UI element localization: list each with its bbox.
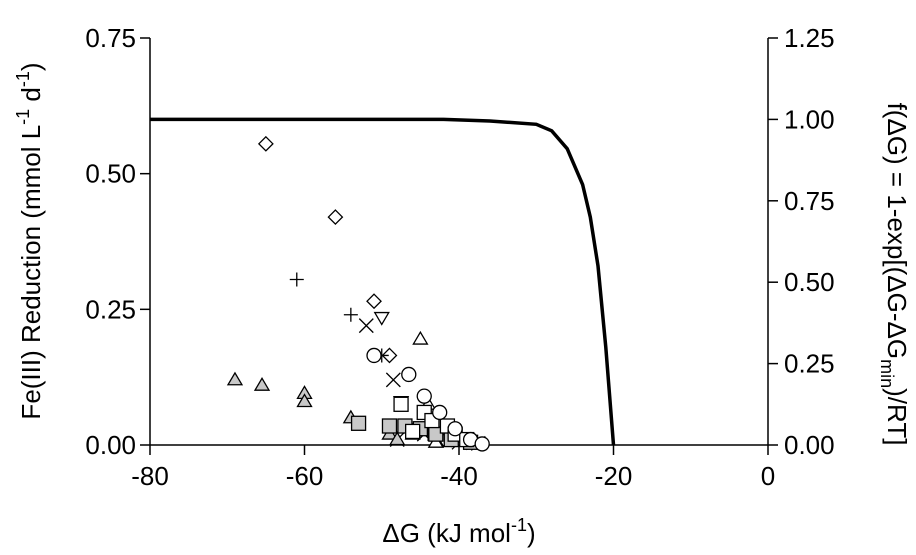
data-point-circle-open bbox=[366, 347, 382, 364]
data-point-x bbox=[358, 318, 374, 334]
data-point-triangle-up-filled bbox=[226, 371, 244, 386]
y-right-tick-label: 0.50 bbox=[784, 267, 835, 297]
y-right-tick-label: 0.00 bbox=[784, 430, 835, 460]
data-point-circle-open bbox=[432, 404, 448, 421]
data-point-triangle-down-open bbox=[373, 311, 390, 326]
x-tick-label: 0 bbox=[761, 461, 775, 491]
y-right-tick-label: 0.75 bbox=[784, 186, 835, 216]
data-point-square-filled bbox=[350, 415, 367, 431]
f-delta-g-curve bbox=[150, 117, 616, 446]
y-right-tick-label: 1.00 bbox=[784, 104, 835, 134]
y-right-axis-title: f(ΔG) = 1-exp[(ΔG-ΔGmin)/RT] bbox=[877, 103, 912, 446]
ticks: -80 -60 -40 -20 0 0.00 0.25 0.50 0.75 0.00 0.25 0.5… bbox=[85, 23, 834, 491]
x-tick-label: -80 bbox=[131, 461, 169, 491]
data-point-diamond-open bbox=[327, 209, 344, 225]
data-point-triangle-up-filled bbox=[389, 431, 406, 446]
data-point-circle-open bbox=[416, 388, 432, 404]
y-right-tick-label: 1.25 bbox=[784, 23, 835, 53]
data-point-diamond-open bbox=[257, 135, 274, 152]
data-point-x bbox=[385, 372, 401, 388]
data-point-plus bbox=[343, 307, 358, 322]
x-axis-title: ΔG (kJ mol-1) bbox=[382, 515, 535, 548]
y-left-tick-label: 0.00 bbox=[85, 430, 136, 460]
data-point-circle-open bbox=[401, 366, 417, 383]
data-point-square-open bbox=[393, 396, 409, 412]
x-tick-label: -20 bbox=[595, 461, 633, 491]
y-left-tick-label: 0.75 bbox=[85, 23, 136, 53]
data-point-circle-open bbox=[447, 421, 463, 437]
y-left-tick-label: 0.25 bbox=[85, 294, 136, 324]
data-point-circle-open bbox=[474, 436, 490, 452]
x-tick-label: -60 bbox=[286, 461, 324, 491]
data-point-diamond-open bbox=[381, 347, 398, 364]
data-point-square-filled bbox=[381, 418, 398, 434]
axes bbox=[149, 38, 769, 446]
data-point-square-open bbox=[404, 423, 421, 440]
data-point-plus bbox=[289, 272, 304, 287]
y-left-tick-label: 0.50 bbox=[85, 159, 136, 189]
points-layer bbox=[226, 135, 490, 452]
y-right-tick-label: 0.25 bbox=[784, 349, 835, 379]
data-point-triangle-up-filled bbox=[296, 393, 313, 408]
data-point-triangle-up-open bbox=[412, 330, 429, 345]
data-point-triangle-up-filled bbox=[253, 377, 271, 391]
y-left-axis-title: Fe(III) Reduction (mmol L-1 d-1) bbox=[13, 62, 46, 419]
x-tick-label: -40 bbox=[440, 461, 478, 491]
curve-layer bbox=[150, 117, 616, 446]
data-point-diamond-open bbox=[366, 293, 382, 310]
